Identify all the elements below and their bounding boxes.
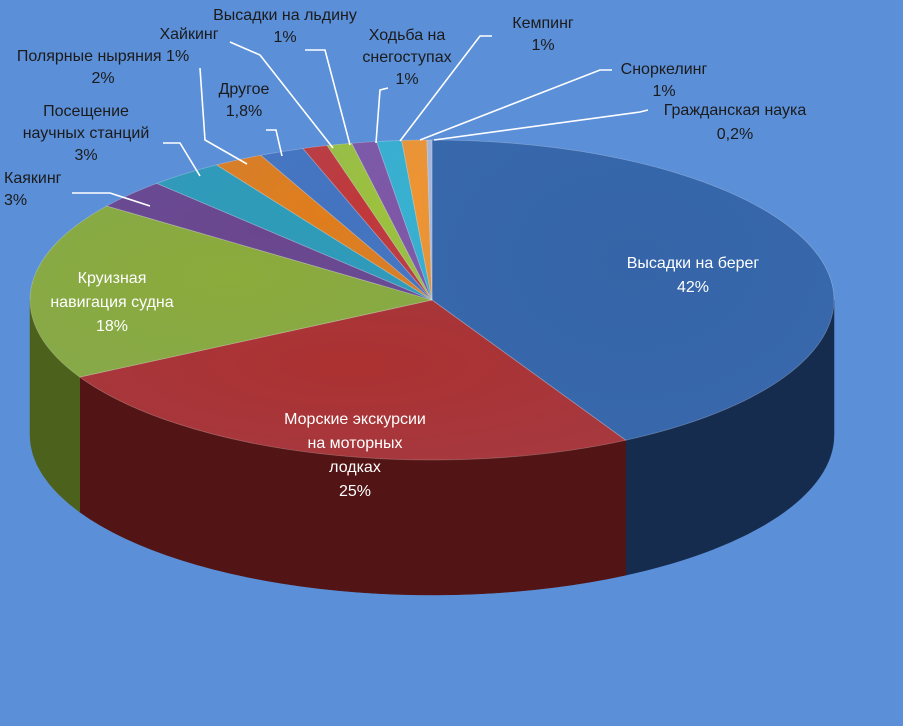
data-label-7: Хайкинг [159,26,218,43]
data-label-5: Полярные ныряния 1% 2% [17,48,189,87]
data-label-line: навигация судна [50,294,173,311]
data-label-line: Ходьба на [369,27,446,44]
data-label-line: 2% [91,70,114,87]
data-label-9: Ходьба на снегоступах 1% [362,27,451,88]
data-label-line: 3% [4,192,27,209]
data-label-8: Высадки на льдину 1% [213,7,357,46]
data-label-line: 3% [74,147,97,164]
leader-line-12 [433,109,649,141]
data-label-line: лодках [329,459,381,476]
leader-line-10 [399,35,492,142]
leader-line-4 [163,142,201,177]
data-label-line: 42% [677,279,709,296]
slice-4[interactable] [155,164,433,301]
data-label-3: Каякинг 3% [4,170,62,209]
data-label-line: Другое [219,81,270,98]
data-label-line: 1% [652,83,675,100]
data-label-12: Гражданская наука 0,2% [664,102,807,143]
data-label-line: Хайкинг [159,26,218,43]
data-label-10: Кемпинг 1% [512,15,574,54]
data-label-line: 25% [339,483,371,500]
data-label-line: 1% [273,29,296,46]
slice-3[interactable] [105,182,433,301]
slice-2[interactable] [29,205,433,378]
data-label-line: 1% [531,37,554,54]
data-label-line: на моторных [307,435,402,452]
data-label-line: Высадки на льдину [213,7,357,24]
data-label-line: снегоступах [362,49,451,66]
data-label-line: Гражданская наука [664,102,807,119]
data-label-line: Морские экскурсии [284,411,426,428]
data-label-line: 1% [395,71,418,88]
leader-line-7 [229,41,334,149]
data-label-line: Высадки на берег [627,255,760,272]
leader-line-11 [419,69,612,141]
data-label-line: Полярные ныряния 1% [17,48,189,65]
slice-1[interactable] [78,299,627,461]
slice-8[interactable] [326,142,433,301]
data-label-line: Круизная [78,270,147,287]
data-label-line: Кемпинг [512,15,574,32]
data-label-line: 0,2% [717,126,753,143]
data-label-line: Посещение [43,103,129,120]
slice-12[interactable] [426,139,433,301]
leader-line-6 [266,129,283,157]
data-label-0: Высадки на берег 42% [627,255,760,296]
slice-0[interactable] [431,139,835,441]
data-label-11: Снорке​линг 1% [621,61,708,100]
data-label-1: Морские экскурсии на моторных лодках 25% [284,411,426,500]
data-label-2: Круизная навигация судна 18% [50,270,173,335]
leader-line-3 [72,192,151,207]
slice-11[interactable] [401,139,433,301]
data-label-6: Другое 1,8% [219,81,270,120]
slice-7[interactable] [302,145,433,301]
leader-line-9 [375,87,389,144]
data-label-4: Посещение научных станций 3% [23,103,150,164]
data-label-line: научных станций [23,125,150,142]
data-label-line: Каякинг [4,170,62,187]
data-label-line: Снорке​линг [621,61,708,78]
data-label-line: 1,8% [226,103,262,120]
data-label-line: 18% [96,318,128,335]
leader-line-8 [305,49,351,146]
leader-line-5 [199,67,248,165]
